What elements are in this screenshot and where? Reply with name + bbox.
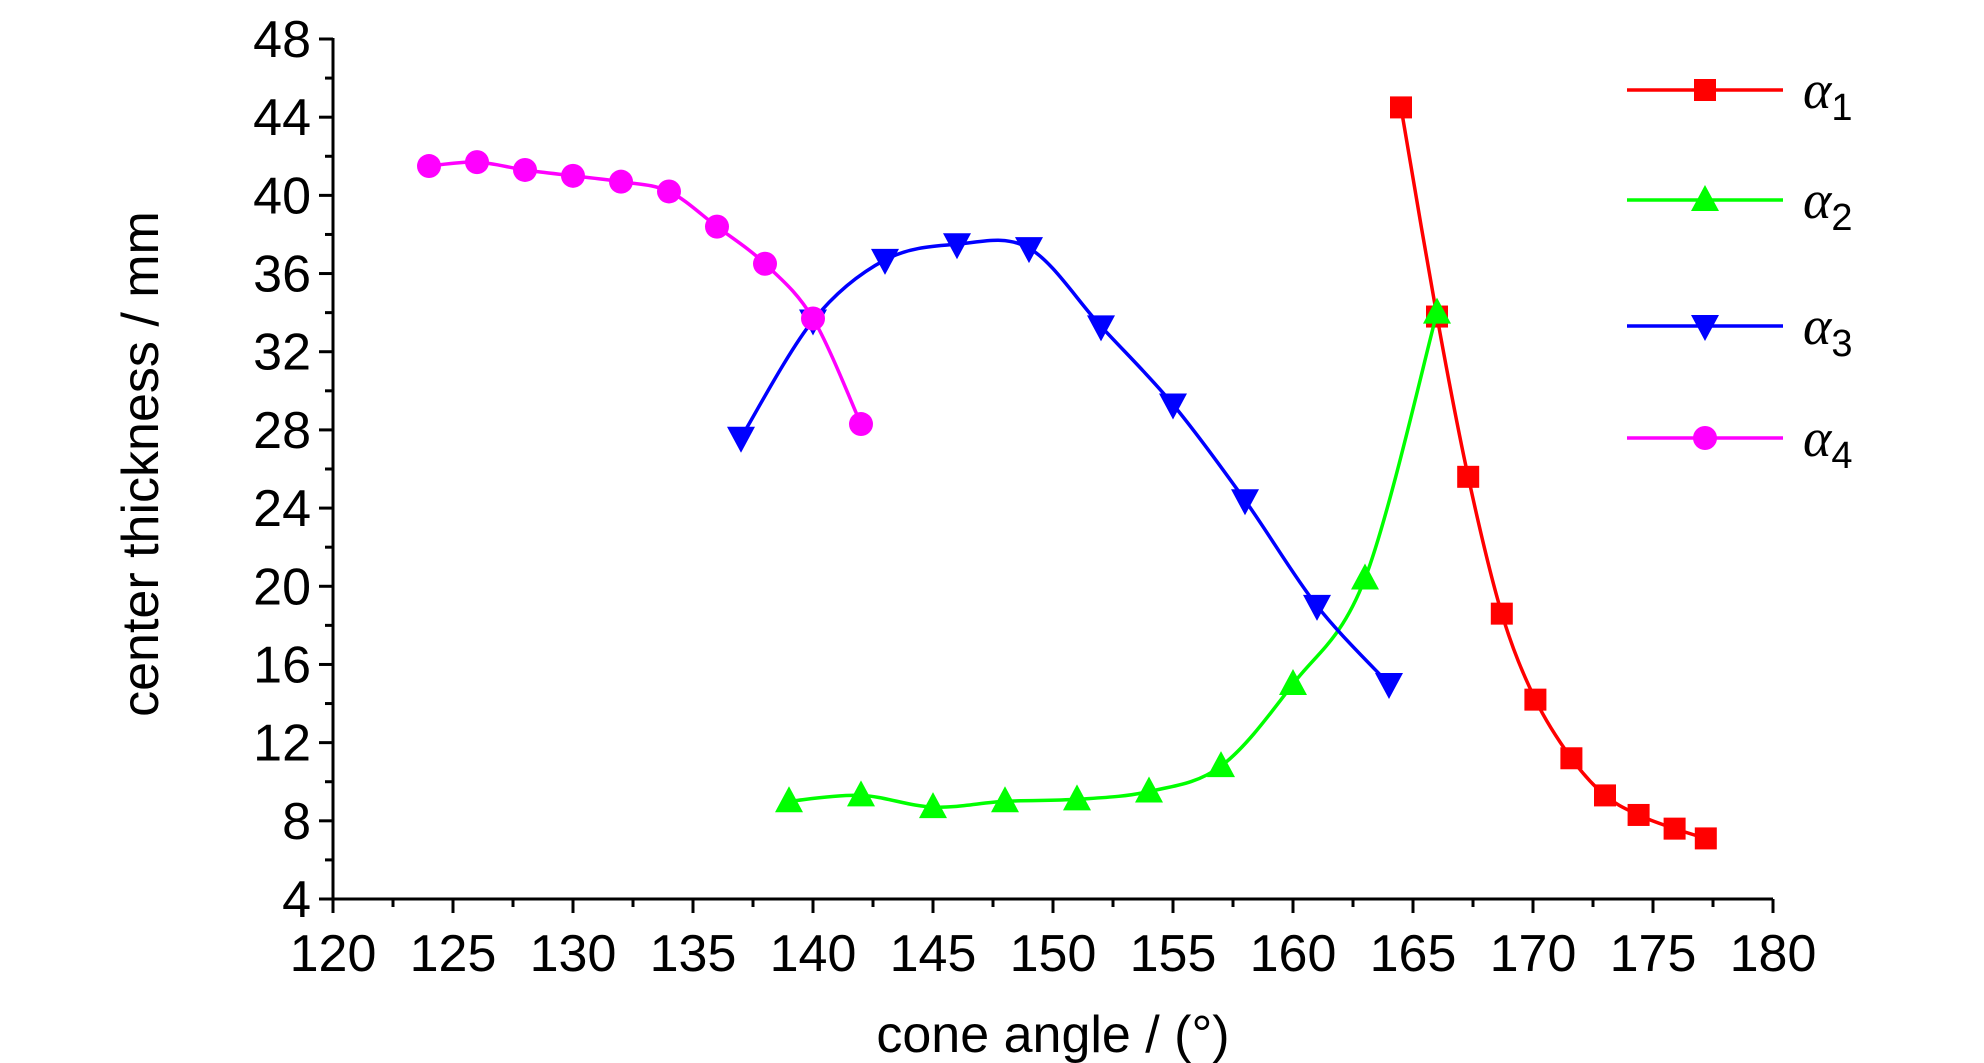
data-point	[943, 233, 971, 260]
legend-symbol: α	[1803, 60, 1833, 120]
data-point	[1524, 688, 1547, 711]
data-point	[1159, 393, 1187, 420]
y-tick-label: 44	[253, 89, 311, 147]
data-point	[1457, 465, 1480, 488]
data-point	[1231, 489, 1259, 516]
data-point	[849, 412, 873, 437]
x-tick-label: 165	[1370, 925, 1457, 983]
series-layer	[417, 96, 1717, 850]
data-point	[1490, 602, 1513, 625]
series-4	[417, 150, 873, 437]
y-tick-label: 24	[253, 480, 311, 538]
y-tick-label: 36	[253, 246, 311, 304]
y-tick-label: 16	[253, 636, 311, 694]
data-point	[1560, 747, 1583, 770]
legend-label: α1	[1803, 60, 1853, 129]
data-point	[1663, 817, 1686, 840]
data-point	[1375, 673, 1403, 699]
legend-label: α3	[1803, 296, 1853, 365]
data-point	[1390, 96, 1412, 119]
y-tick-label: 32	[253, 324, 311, 382]
x-tick-label: 145	[890, 925, 977, 983]
legend-marker	[1694, 79, 1716, 101]
data-point	[1135, 776, 1163, 803]
legend-subscript: 2	[1831, 197, 1852, 239]
data-point	[753, 251, 777, 276]
y-tick-label: 20	[253, 558, 311, 616]
data-point	[705, 214, 729, 239]
series-3	[727, 233, 1403, 699]
data-point	[561, 163, 585, 188]
legend-marker	[1693, 426, 1717, 450]
y-tick-label: 28	[253, 402, 311, 460]
data-point	[727, 426, 755, 453]
data-point	[1015, 237, 1043, 264]
legend-symbol: α	[1803, 170, 1833, 230]
legend-label: α2	[1803, 170, 1853, 239]
data-point	[775, 786, 803, 813]
legend-marker	[1691, 315, 1719, 341]
data-point	[1303, 594, 1331, 621]
y-tick-label: 8	[282, 793, 311, 851]
x-tick-label: 125	[410, 925, 497, 983]
x-tick-label: 130	[530, 925, 617, 983]
data-point	[871, 248, 899, 275]
legend-marker	[1691, 185, 1719, 211]
data-point	[1207, 751, 1235, 778]
data-point	[417, 154, 441, 179]
x-tick-label: 180	[1730, 925, 1817, 983]
series-line	[1399, 107, 1707, 841]
legend-item-2: α2	[1627, 170, 1853, 239]
data-point	[609, 169, 633, 194]
y-tick-label: 48	[253, 11, 311, 69]
x-tick-label: 155	[1130, 925, 1217, 983]
y-tick-label: 4	[282, 871, 311, 929]
legend-item-4: α4	[1627, 408, 1853, 477]
series-1	[1390, 96, 1717, 850]
x-axis-title: cone angle / (°)	[876, 1006, 1229, 1063]
series-2	[775, 297, 1451, 819]
y-axis-title: center thickness / mm	[112, 211, 170, 717]
data-point	[1627, 803, 1650, 826]
x-tick-label: 150	[1010, 925, 1097, 983]
data-point	[847, 780, 875, 807]
legend-symbol: α	[1803, 296, 1833, 356]
x-tick-label: 160	[1250, 925, 1337, 983]
data-point	[1087, 315, 1115, 342]
legend-subscript: 3	[1831, 323, 1852, 365]
data-point	[919, 792, 947, 819]
data-point	[801, 306, 825, 331]
legend-label: α4	[1803, 408, 1853, 477]
data-point	[1594, 784, 1616, 807]
data-point	[657, 179, 681, 204]
data-point	[513, 157, 537, 182]
data-point	[1423, 297, 1451, 324]
x-tick-label: 175	[1610, 925, 1697, 983]
data-point	[1063, 784, 1091, 811]
data-point	[1279, 669, 1307, 695]
legend-subscript: 1	[1831, 87, 1852, 129]
series-line	[788, 312, 1439, 809]
data-point	[1351, 563, 1379, 590]
series-line	[739, 238, 1391, 686]
x-tick-label: 120	[290, 925, 377, 983]
legend-subscript: 4	[1831, 435, 1852, 477]
legend-item-1: α1	[1627, 60, 1853, 129]
y-tick-label: 12	[253, 715, 311, 773]
legend-item-3: α3	[1627, 296, 1853, 365]
y-tick-label: 40	[253, 167, 311, 225]
x-tick-label: 135	[650, 925, 737, 983]
data-point	[1694, 827, 1717, 850]
data-point	[991, 786, 1019, 813]
x-tick-label: 140	[770, 925, 857, 983]
legend-symbol: α	[1803, 408, 1833, 468]
axes: 120 125 130 135 140 145 150 155 160 165 170 175 180 4…	[253, 11, 1816, 983]
x-tick-label: 170	[1490, 925, 1577, 983]
data-point	[465, 150, 489, 175]
series-line	[428, 160, 863, 425]
